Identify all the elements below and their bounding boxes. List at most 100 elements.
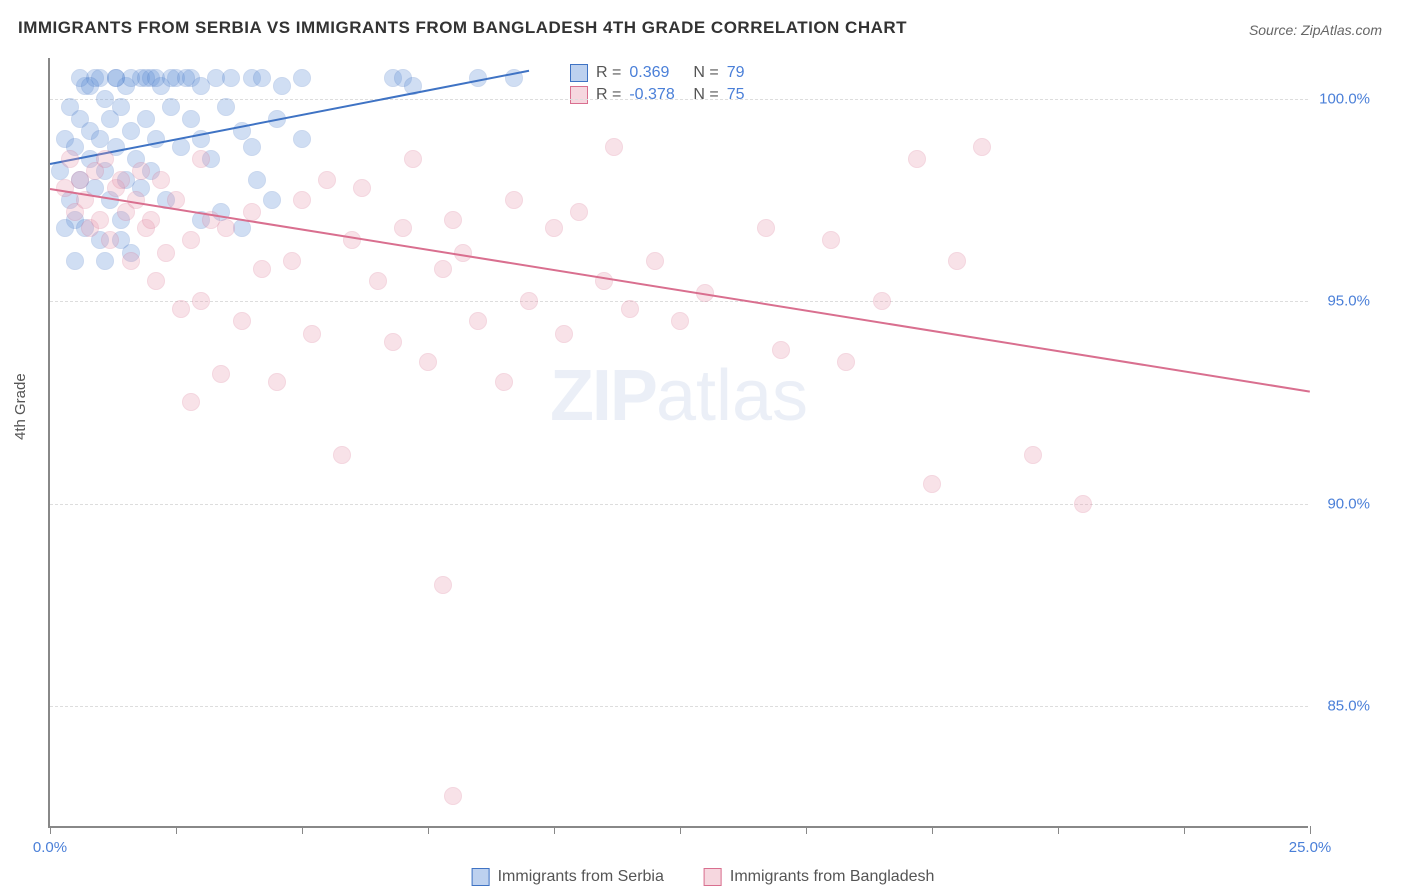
data-point: [333, 446, 351, 464]
data-point: [973, 138, 991, 156]
y-tick-label: 95.0%: [1327, 293, 1370, 310]
data-point: [1074, 495, 1092, 513]
data-point: [182, 110, 200, 128]
data-point: [353, 179, 371, 197]
data-point: [81, 77, 99, 95]
legend-swatch: [570, 64, 588, 82]
data-point: [923, 475, 941, 493]
data-point: [268, 373, 286, 391]
x-tick-mark: [302, 826, 303, 834]
data-point: [570, 203, 588, 221]
data-point: [172, 138, 190, 156]
x-tick-mark: [1310, 826, 1311, 834]
data-point: [222, 69, 240, 87]
data-point: [182, 393, 200, 411]
data-point: [873, 292, 891, 310]
data-point: [646, 252, 664, 270]
data-point: [621, 300, 639, 318]
data-point: [434, 576, 452, 594]
legend-swatch: [570, 86, 588, 104]
data-point: [822, 231, 840, 249]
data-point: [469, 312, 487, 330]
x-tick-mark: [1058, 826, 1059, 834]
data-point: [505, 191, 523, 209]
legend-item: Immigrants from Bangladesh: [704, 868, 935, 886]
series-legend: Immigrants from SerbiaImmigrants from Ba…: [472, 868, 935, 886]
scatter-plot: ZIPatlas R =0.369N =79R =-0.378N =75 85.…: [48, 58, 1308, 828]
r-label: R =: [596, 64, 621, 82]
data-point: [283, 252, 301, 270]
x-tick-label: 25.0%: [1289, 839, 1332, 856]
data-point: [112, 171, 130, 189]
data-point: [192, 292, 210, 310]
data-point: [444, 211, 462, 229]
data-point: [192, 150, 210, 168]
data-point: [91, 211, 109, 229]
x-tick-label: 0.0%: [33, 839, 67, 856]
data-point: [122, 122, 140, 140]
stats-legend-row: R = -0.378 N = 75: [570, 84, 783, 106]
chart-title: IMMIGRANTS FROM SERBIA VS IMMIGRANTS FRO…: [18, 18, 907, 38]
legend-swatch: [704, 868, 722, 886]
data-point: [217, 219, 235, 237]
data-point: [293, 130, 311, 148]
data-point: [172, 300, 190, 318]
data-point: [96, 150, 114, 168]
x-tick-mark: [680, 826, 681, 834]
data-point: [434, 260, 452, 278]
data-point: [263, 191, 281, 209]
data-point: [1024, 446, 1042, 464]
x-tick-mark: [176, 826, 177, 834]
data-point: [394, 219, 412, 237]
data-point: [419, 353, 437, 371]
data-point: [243, 138, 261, 156]
data-point: [948, 252, 966, 270]
y-tick-label: 90.0%: [1327, 495, 1370, 512]
data-point: [243, 203, 261, 221]
data-point: [772, 341, 790, 359]
gridline-horizontal: [50, 706, 1308, 707]
data-point: [253, 260, 271, 278]
r-value: 0.369: [629, 64, 685, 82]
legend-label: Immigrants from Bangladesh: [730, 868, 935, 886]
r-value: -0.378: [629, 86, 685, 104]
data-point: [253, 69, 271, 87]
data-point: [444, 787, 462, 805]
data-point: [152, 171, 170, 189]
r-label: R =: [596, 86, 621, 104]
data-point: [157, 244, 175, 262]
y-tick-label: 100.0%: [1319, 90, 1370, 107]
gridline-horizontal: [50, 301, 1308, 302]
data-point: [217, 98, 235, 116]
n-value: 75: [727, 86, 783, 104]
data-point: [343, 231, 361, 249]
data-point: [837, 353, 855, 371]
data-point: [182, 231, 200, 249]
data-point: [545, 219, 563, 237]
source-attribution: Source: ZipAtlas.com: [1249, 22, 1382, 38]
data-point: [101, 231, 119, 249]
data-point: [122, 252, 140, 270]
y-axis-label: 4th Grade: [12, 373, 29, 440]
data-point: [137, 110, 155, 128]
data-point: [142, 211, 160, 229]
data-point: [671, 312, 689, 330]
x-tick-mark: [1184, 826, 1185, 834]
data-point: [384, 333, 402, 351]
data-point: [147, 272, 165, 290]
x-tick-mark: [554, 826, 555, 834]
x-tick-mark: [932, 826, 933, 834]
y-tick-label: 85.0%: [1327, 698, 1370, 715]
data-point: [318, 171, 336, 189]
data-point: [605, 138, 623, 156]
data-point: [112, 98, 130, 116]
data-point: [908, 150, 926, 168]
data-point: [555, 325, 573, 343]
data-point: [595, 272, 613, 290]
n-label: N =: [693, 86, 718, 104]
data-point: [233, 312, 251, 330]
gridline-horizontal: [50, 504, 1308, 505]
data-point: [66, 252, 84, 270]
n-label: N =: [693, 64, 718, 82]
data-point: [167, 191, 185, 209]
